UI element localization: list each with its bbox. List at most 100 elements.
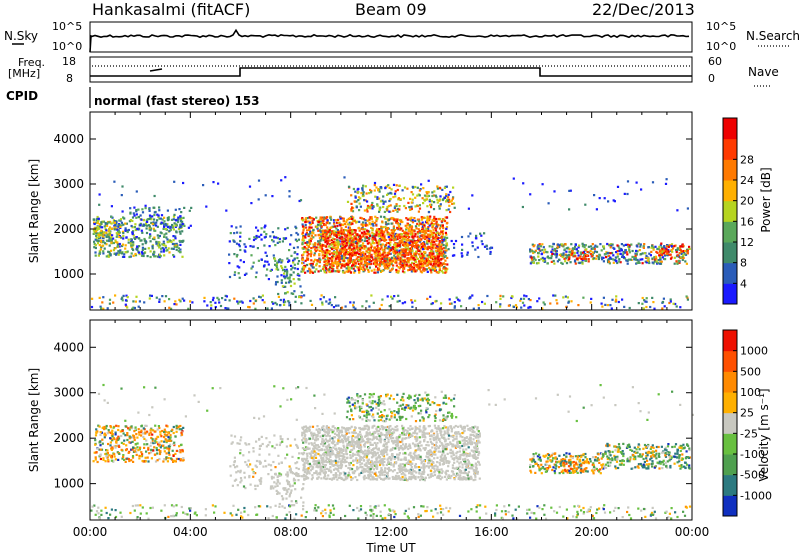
range-time-cell: [388, 305, 391, 308]
range-time-cell: [390, 188, 393, 191]
range-time-cell: [182, 458, 185, 462]
range-time-cell: [252, 475, 255, 478]
range-time-cell: [637, 302, 640, 305]
range-time-cell: [331, 225, 334, 228]
range-time-cell: [307, 253, 310, 256]
range-time-cell: [103, 247, 106, 250]
range-time-cell: [386, 258, 389, 261]
range-time-cell: [383, 245, 387, 248]
range-time-cell: [228, 253, 231, 256]
power-x-axis: [89, 112, 693, 310]
range-time-cell: [328, 257, 331, 260]
range-time-cell: [274, 263, 277, 266]
range-time-cell: [378, 259, 381, 262]
range-time-cell: [179, 251, 182, 254]
range-time-cell: [381, 243, 384, 246]
range-time-cell: [673, 245, 676, 248]
range-time-cell: [302, 227, 305, 230]
range-time-cell: [634, 252, 637, 255]
range-time-cell: [315, 246, 318, 249]
range-time-cell: [432, 262, 435, 266]
range-time-cell: [431, 255, 434, 258]
range-time-cell: [108, 251, 111, 254]
range-time-cell: [616, 250, 619, 253]
range-time-cell: [337, 243, 340, 246]
range-time-cell: [279, 474, 282, 477]
range-time-cell: [275, 303, 278, 306]
range-time-cell: [325, 250, 329, 254]
range-time-cell: [97, 254, 100, 257]
range-time-cell: [362, 184, 365, 187]
range-time-cell: [99, 248, 102, 251]
range-time-cell: [232, 240, 236, 243]
range-time-cell: [362, 194, 365, 197]
range-time-cell: [236, 265, 239, 268]
range-time-cell: [411, 232, 414, 235]
range-time-cell: [314, 250, 317, 253]
range-time-cell: [533, 250, 536, 254]
range-time-cell: [142, 432, 145, 435]
range-time-cell: [610, 307, 613, 310]
range-time-cell: [145, 224, 148, 227]
range-time-cell: [320, 233, 323, 236]
colorbar-swatch: [723, 118, 737, 140]
range-time-cell: [371, 238, 374, 241]
range-time-cell: [155, 242, 158, 245]
range-time-cell: [591, 255, 594, 258]
range-time-cell: [686, 249, 689, 252]
range-time-cell: [336, 240, 339, 243]
range-time-cell: [180, 443, 183, 446]
range-time-cell: [312, 243, 315, 246]
range-time-cell: [387, 245, 390, 248]
range-time-cell: [439, 247, 442, 250]
range-time-cell: [301, 270, 304, 273]
range-time-cell: [600, 256, 604, 259]
range-time-cell: [343, 256, 346, 259]
range-time-cell: [124, 227, 127, 230]
range-time-cell: [108, 226, 111, 229]
range-time-cell: [444, 267, 447, 270]
range-time-cell: [144, 424, 147, 427]
range-time-cell: [288, 249, 291, 252]
range-time-cell: [120, 434, 123, 438]
range-time-cell: [362, 218, 366, 221]
range-time-cell: [119, 219, 122, 222]
range-time-cell: [460, 235, 464, 239]
range-time-cell: [645, 300, 648, 303]
range-time-cell: [269, 487, 272, 490]
range-time-cell: [149, 233, 152, 236]
range-time-cell: [357, 199, 360, 202]
range-time-cell: [486, 247, 489, 250]
range-time-cell: [522, 182, 525, 185]
range-time-cell: [368, 257, 371, 260]
range-time-cell: [133, 438, 136, 442]
range-time-cell: [418, 237, 421, 240]
range-time-cell: [171, 225, 175, 228]
range-time-cell: [647, 257, 650, 261]
range-time-cell: [133, 206, 136, 209]
range-time-cell: [176, 426, 179, 429]
range-time-cell: [365, 236, 368, 239]
range-time-cell: [311, 266, 314, 269]
range-time-cell: [384, 200, 387, 203]
range-time-cell: [152, 206, 155, 209]
range-time-cell: [349, 258, 352, 261]
range-time-cell: [111, 435, 114, 438]
range-time-cell: [399, 258, 402, 261]
range-time-cell: [410, 299, 413, 302]
range-time-cell: [396, 242, 399, 246]
range-time-cell: [611, 251, 614, 255]
range-time-cell: [131, 216, 135, 219]
range-time-cell: [422, 236, 425, 239]
range-time-cell: [380, 232, 383, 235]
range-time-cell: [376, 197, 379, 200]
range-time-cell: [347, 241, 350, 244]
range-time-cell: [117, 458, 120, 461]
range-time-cell: [277, 295, 280, 298]
range-time-cell: [371, 227, 374, 230]
range-time-cell: [93, 222, 96, 226]
range-time-cell: [413, 263, 416, 267]
range-time-cell: [179, 458, 182, 461]
range-time-cell: [155, 446, 158, 450]
